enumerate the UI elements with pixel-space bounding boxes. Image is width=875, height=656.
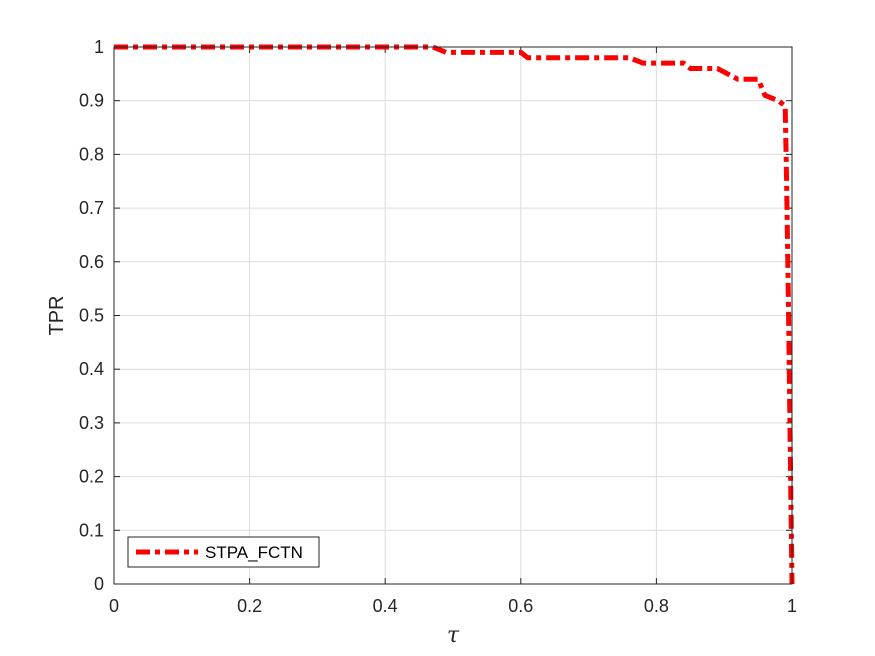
y-tick-label: 0.9 (79, 91, 104, 111)
y-tick-label: 1 (94, 37, 104, 57)
x-tick-label: 0.4 (373, 596, 398, 616)
plot-frame (113, 46, 793, 585)
x-tick-labels: 0 0.2 0.4 0.6 0.8 1 (109, 596, 797, 616)
x-tick-label: 0.2 (237, 596, 262, 616)
legend-label-stpa-fctn: STPA_FCTN (205, 543, 303, 562)
y-tick-label: 0.3 (79, 413, 104, 433)
x-tick-label: 0.8 (644, 596, 669, 616)
y-tick-labels: 0 0.1 0.2 0.3 0.4 0.5 0.6 0.7 0.8 0.9 1 (79, 37, 104, 594)
x-axis-label: τ (447, 623, 460, 648)
series-line-0 (114, 44, 795, 585)
series-layer (114, 44, 795, 585)
y-tick-label: 0 (94, 574, 104, 594)
x-tick-label: 1 (787, 596, 797, 616)
y-tick-label: 0.7 (79, 198, 104, 218)
y-axis-label: TPR (46, 296, 68, 336)
x-tick-label: 0.6 (508, 596, 533, 616)
legend[interactable]: STPA_FCTN (127, 536, 320, 568)
y-tick-label: 0.4 (79, 359, 104, 379)
y-tick-label: 0.2 (79, 467, 104, 487)
y-tick-label: 0.5 (79, 306, 104, 326)
y-tick-label: 0.8 (79, 144, 104, 164)
y-tick-label: 0.6 (79, 252, 104, 272)
y-tick-label: 0.1 (79, 520, 104, 540)
x-tick-label: 0 (109, 596, 119, 616)
